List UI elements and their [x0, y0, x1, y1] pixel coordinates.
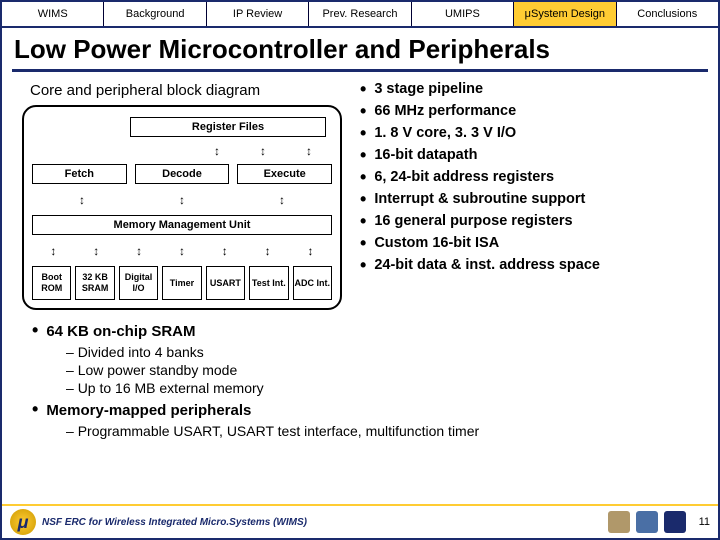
- usart-box: USART: [206, 266, 245, 300]
- feature-item: 1. 8 V core, 3. 3 V I/O: [360, 122, 702, 144]
- feature-item: 3 stage pipeline: [360, 78, 702, 100]
- sram-bullet: 64 KB on-chip SRAM: [32, 318, 352, 343]
- fetch-box: Fetch: [32, 164, 127, 184]
- crest-icon: [636, 511, 658, 533]
- feature-item: Custom 16-bit ISA: [360, 232, 702, 254]
- sram-box: 32 KB SRAM: [75, 266, 114, 300]
- tab-ip-review[interactable]: IP Review: [207, 2, 309, 26]
- sram-sub: Low power standby mode: [32, 361, 352, 379]
- periph-sub: Programmable USART, USART test interface…: [12, 422, 708, 440]
- boot-rom-box: Boot ROM: [32, 266, 71, 300]
- arrow-icon: ↕: [279, 195, 285, 205]
- slide: WIMS Background IP Review Prev. Research…: [0, 0, 720, 540]
- arrow-icon: ↕: [214, 146, 220, 156]
- page-number: 11: [699, 516, 710, 528]
- feature-item: 16 general purpose registers: [360, 210, 702, 232]
- arrow-icon: ↕: [93, 246, 99, 256]
- feature-item: Interrupt & subroutine support: [360, 188, 702, 210]
- arrow-icon: ↕: [306, 146, 312, 156]
- arrow-icon: ↕: [50, 246, 56, 256]
- mu-logo-icon: μ: [10, 509, 36, 535]
- arrow-icon: ↕: [79, 195, 85, 205]
- feature-item: 16-bit datapath: [360, 144, 702, 166]
- tab-background[interactable]: Background: [104, 2, 206, 26]
- tab-wims[interactable]: WIMS: [2, 2, 104, 26]
- tab-bar: WIMS Background IP Review Prev. Research…: [2, 2, 718, 28]
- feature-item: 66 MHz performance: [360, 100, 702, 122]
- tab-conclusions[interactable]: Conclusions: [617, 2, 718, 26]
- adc-int-box: ADC Int.: [293, 266, 332, 300]
- arrow-icon: ↕: [179, 195, 185, 205]
- page-title: Low Power Microcontroller and Peripheral…: [2, 28, 718, 69]
- crest-icon: [608, 511, 630, 533]
- arrow-icon: ↕: [222, 246, 228, 256]
- arrow-icon: ↕: [136, 246, 142, 256]
- crest-icon: [664, 511, 686, 533]
- arrow-icon: ↕: [265, 246, 271, 256]
- tab-umips[interactable]: UMIPS: [412, 2, 514, 26]
- timer-box: Timer: [162, 266, 201, 300]
- arrow-icon: ↕: [260, 146, 266, 156]
- footer-text: NSF ERC for Wireless Integrated Micro.Sy…: [42, 517, 605, 528]
- feature-item: 6, 24-bit address registers: [360, 166, 702, 188]
- decode-box: Decode: [135, 164, 230, 184]
- block-diagram: Register Files ↕↕↕ Fetch Decode Execute …: [22, 105, 342, 310]
- periph-bullet: Memory-mapped peripherals: [32, 397, 352, 422]
- tab-system-design[interactable]: μSystem Design: [514, 2, 616, 26]
- arrow-icon: ↕: [179, 246, 185, 256]
- diagram-subtitle: Core and peripheral block diagram: [12, 78, 352, 105]
- mmu-box: Memory Management Unit: [32, 215, 332, 235]
- register-files-box: Register Files: [130, 117, 326, 137]
- feature-item: 24-bit data & inst. address space: [360, 254, 702, 276]
- sram-sub: Divided into 4 banks: [32, 343, 352, 361]
- digital-io-box: Digital I/O: [119, 266, 158, 300]
- arrow-icon: ↕: [307, 246, 313, 256]
- sram-sub: Up to 16 MB external memory: [32, 379, 352, 397]
- footer: μ NSF ERC for Wireless Integrated Micro.…: [2, 504, 718, 538]
- feature-list: 3 stage pipeline 66 MHz performance 1. 8…: [360, 78, 702, 276]
- execute-box: Execute: [237, 164, 332, 184]
- test-int-box: Test Int.: [249, 266, 288, 300]
- tab-prev-research[interactable]: Prev. Research: [309, 2, 411, 26]
